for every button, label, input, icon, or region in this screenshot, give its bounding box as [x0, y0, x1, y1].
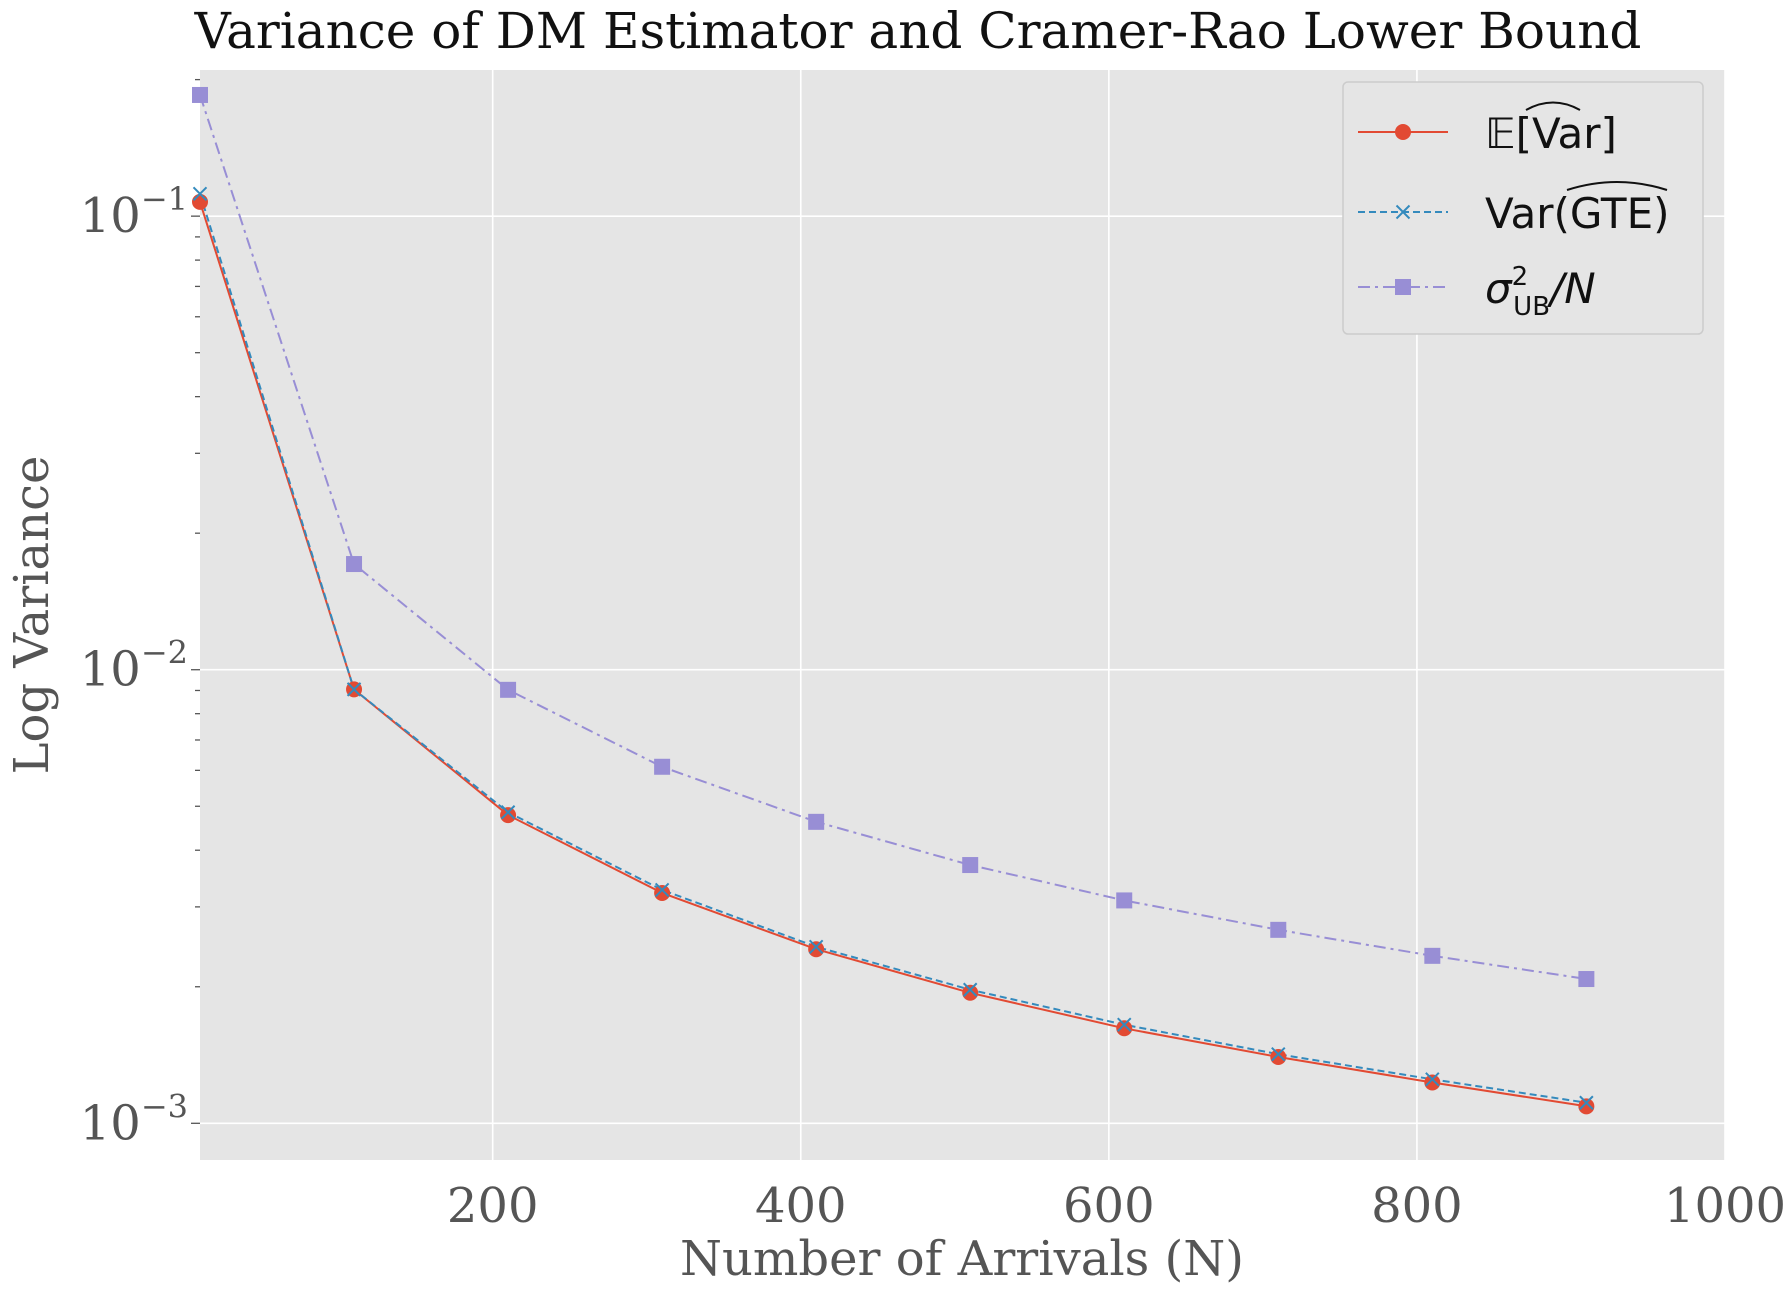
data-point-2 [1424, 947, 1441, 964]
series-markers [192, 86, 1595, 1115]
data-point-1 [1271, 1047, 1286, 1062]
y-tick-label: 10−1 [80, 180, 188, 244]
series-line-0 [199, 201, 1587, 1108]
data-point-0 [962, 984, 979, 1001]
data-point-0 [1578, 1098, 1595, 1115]
data-point-1 [1117, 1017, 1132, 1032]
legend: 𝔼[Var] Var(GTE) σ2 UB/N [1342, 81, 1704, 335]
y-tick-label: 10−3 [80, 1087, 188, 1151]
data-point-1 [192, 186, 208, 202]
legend-hat-var-gte [1566, 181, 1668, 191]
x-tick-label: 1000 [1664, 1178, 1786, 1234]
data-point-0 [1116, 1020, 1133, 1037]
data-point-2 [192, 86, 208, 103]
x-tick-label: 600 [1063, 1178, 1155, 1234]
data-point-0 [192, 193, 208, 210]
data-point-2 [500, 681, 517, 698]
data-point-2 [1116, 892, 1133, 909]
series-line-2 [199, 94, 1587, 980]
series-line-1 [199, 193, 1587, 1104]
x-axis-label: Number of Arrivals (N) [680, 1231, 1244, 1287]
x-tick-label: 800 [1371, 1178, 1463, 1234]
data-point-2 [1578, 971, 1595, 988]
x-tick-label: 200 [447, 1178, 539, 1234]
data-point-1 [808, 939, 824, 954]
data-point-2 [346, 556, 363, 573]
y-axis-label: Log Variance [4, 456, 60, 775]
data-point-1 [346, 682, 362, 697]
data-point-0 [808, 941, 825, 958]
legend-marker-0 [1395, 124, 1411, 140]
data-point-1 [962, 982, 978, 997]
data-point-2 [808, 813, 825, 830]
legend-label-e-var: 𝔼[Var] [1485, 109, 1617, 158]
data-point-1 [1425, 1072, 1440, 1087]
legend-marker-1 [1395, 204, 1411, 220]
chart-title: Variance of DM Estimator and Cramer-Rao … [194, 2, 1642, 60]
legend-label-sigma-ub: σ2 UB/N [1485, 262, 1596, 322]
legend-hat-e-var [1525, 101, 1581, 111]
data-point-0 [1424, 1074, 1441, 1091]
x-tick-label: 400 [755, 1178, 847, 1234]
legend-label-var-gte: Var(GTE) [1485, 189, 1670, 238]
data-point-2 [962, 857, 979, 874]
y-tick-label: 10−2 [80, 634, 188, 698]
data-point-1 [500, 805, 516, 820]
legend-box [1342, 81, 1704, 335]
data-point-1 [654, 882, 670, 898]
data-point-2 [1270, 921, 1287, 938]
y-minor-ticks [191, 78, 200, 1124]
x-tick-labels: 200 400 600 800 1000 [447, 1178, 1786, 1234]
legend-marker-2 [1395, 279, 1411, 295]
data-point-0 [1270, 1049, 1287, 1066]
data-point-2 [654, 758, 671, 775]
legend-samples [1358, 124, 1448, 295]
data-point-1 [1579, 1095, 1594, 1110]
series-lines [199, 94, 1587, 1108]
data-point-0 [654, 884, 671, 901]
data-point-0 [500, 807, 517, 824]
y-tick-labels: 10−1 10−2 10−3 [80, 180, 188, 1151]
